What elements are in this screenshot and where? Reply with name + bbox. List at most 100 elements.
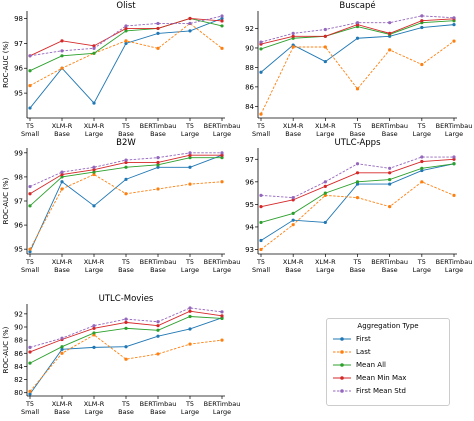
data-point	[60, 49, 64, 53]
data-point	[124, 160, 128, 165]
data-point	[156, 46, 160, 50]
data-point	[452, 155, 456, 159]
data-point	[388, 177, 392, 182]
data-point	[388, 21, 392, 25]
data-point	[28, 192, 32, 196]
data-point	[92, 168, 96, 172]
y-tick-label: 88	[245, 64, 254, 72]
data-point	[156, 156, 160, 160]
data-point	[92, 51, 96, 55]
data-point	[259, 70, 263, 74]
x-tick-label: T5 Base	[118, 400, 134, 416]
x-tick-label: XLM-R Large	[84, 400, 105, 416]
x-tick-label: XLM-R Large	[315, 258, 336, 274]
data-point	[124, 39, 128, 43]
x-tick-label: BERTimbau Large	[436, 258, 473, 274]
y-tick-label: 84	[245, 103, 254, 111]
data-point	[28, 389, 32, 393]
data-point	[259, 205, 263, 209]
y-tick-label: 96	[14, 222, 23, 230]
y-tick-label: 98	[14, 15, 23, 23]
data-point	[156, 21, 160, 26]
data-point	[60, 351, 64, 355]
data-point	[220, 153, 224, 157]
y-tick-label: 95	[14, 246, 23, 254]
data-point	[60, 187, 64, 191]
legend-entry: Mean All	[327, 358, 449, 371]
data-point	[220, 19, 224, 23]
series-line-first	[29, 154, 223, 252]
data-point	[92, 345, 96, 349]
data-point	[156, 334, 160, 338]
data-point	[124, 317, 128, 321]
data-point	[60, 172, 64, 177]
data-point	[420, 180, 424, 184]
x-tick-label: BERTimbau Base	[371, 258, 408, 274]
data-point	[355, 171, 360, 175]
data-point	[220, 24, 224, 28]
x-tick-label: XLM-R Base	[52, 258, 73, 274]
x-tick-label: T5 Large	[181, 258, 199, 274]
data-point	[220, 46, 224, 50]
data-point	[259, 220, 263, 225]
data-point	[188, 21, 192, 26]
data-point	[355, 182, 360, 186]
data-point	[124, 192, 128, 196]
panel-title: Buscapé	[339, 0, 375, 11]
data-point	[323, 45, 327, 49]
x-tick-label: XLM-R Large	[84, 122, 105, 138]
data-point	[188, 153, 192, 157]
data-point	[188, 151, 192, 155]
series-line-last	[29, 22, 223, 87]
data-point	[259, 47, 263, 51]
data-point	[124, 26, 128, 31]
y-tick-label: 84	[14, 363, 23, 371]
x-tick-label: T5 Large	[413, 258, 431, 274]
y-tick-label: 90	[14, 324, 23, 332]
data-point	[323, 59, 327, 64]
data-point	[28, 69, 32, 73]
panel-title: UTLC-Movies	[99, 294, 154, 304]
x-tick-label: XLM-R Base	[283, 258, 304, 274]
data-point	[355, 162, 360, 166]
chart-panel-3: B2W 95 96 97 98 99 T5 Small XLM-R Base XLM-R Large T…	[2, 138, 240, 274]
legend-swatch	[333, 348, 351, 356]
legend-entry-label: First Mean Std	[356, 386, 406, 395]
data-point	[60, 39, 64, 43]
data-point	[92, 165, 96, 169]
data-point	[92, 324, 96, 328]
data-point	[355, 87, 360, 91]
x-tick-label: XLM-R Base	[52, 122, 73, 138]
series-line-first	[260, 163, 455, 241]
x-tick-label: T5 Small	[21, 400, 39, 416]
x-tick-label: T5 Base	[350, 258, 366, 274]
data-point	[188, 342, 192, 346]
data-point	[156, 160, 160, 165]
data-point	[92, 44, 96, 48]
panel-title: B2W	[116, 138, 136, 148]
data-point	[220, 314, 224, 318]
data-point	[28, 84, 32, 88]
x-tick-label: BERTimbau Large	[204, 122, 241, 138]
legend-entry: First Mean Std	[327, 384, 449, 397]
data-point	[28, 249, 32, 254]
data-point	[259, 193, 263, 197]
x-tick-label: T5 Base	[118, 122, 134, 138]
data-point	[188, 29, 192, 33]
data-point	[388, 48, 392, 52]
data-point	[60, 345, 64, 349]
data-point	[452, 157, 456, 161]
x-tick-label: BERTimbau Large	[436, 122, 473, 138]
data-point	[291, 45, 295, 49]
data-point	[124, 345, 128, 349]
y-tick-label: 93	[245, 246, 254, 254]
data-point	[420, 159, 424, 164]
legend-swatch	[333, 387, 351, 395]
data-point	[355, 36, 360, 40]
chart-legend: Aggregation Type First Last Mean All Mean M…	[326, 318, 450, 406]
chart-panel-2: Buscapé 84 86 88 90 92 T5 Small XLM-R Base XLM-R La…	[245, 0, 472, 138]
y-tick-label: 92	[245, 25, 254, 33]
data-point	[355, 196, 360, 200]
legend-entry-label: Last	[356, 347, 371, 356]
